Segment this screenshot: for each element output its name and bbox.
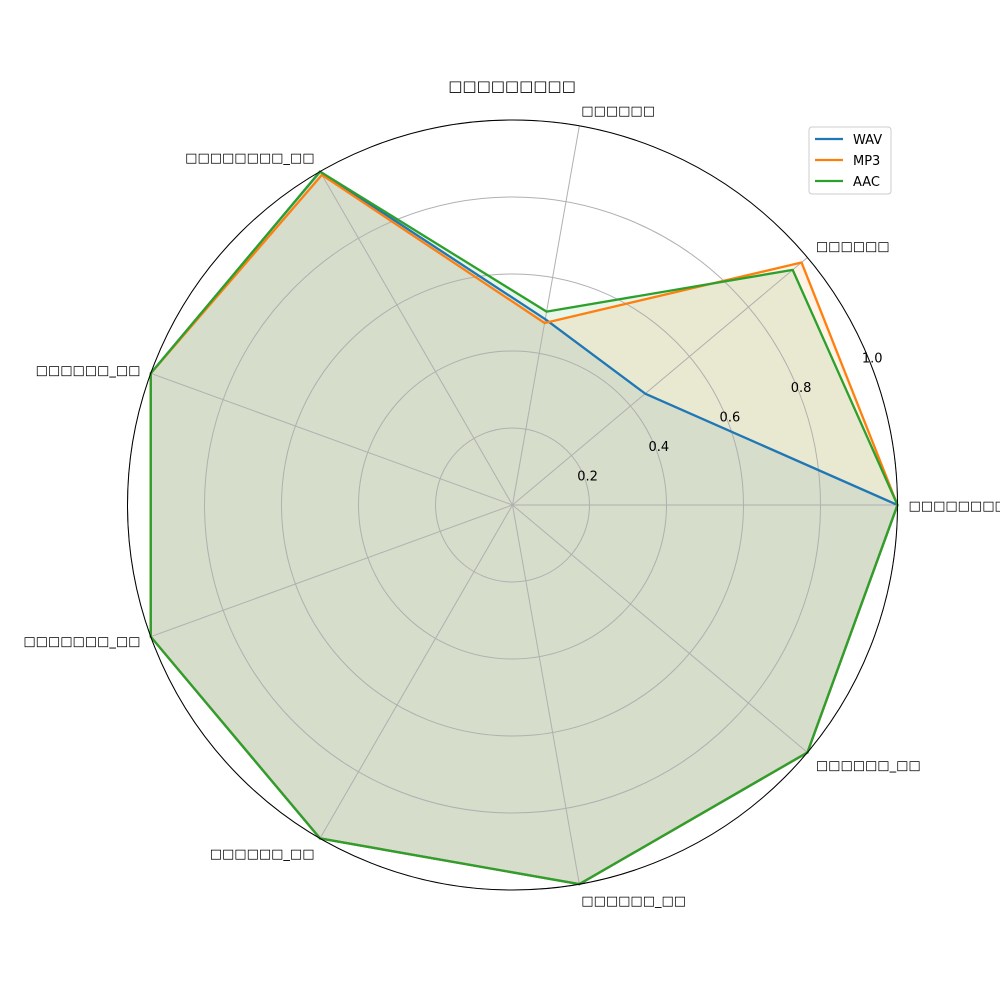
grid-spoke-7 bbox=[512, 504, 580, 885]
axis-label-4: □□□□□□_□□ bbox=[36, 364, 141, 379]
axis-label-7: □□□□□□_□□ bbox=[581, 894, 686, 909]
polar-grid bbox=[127, 119, 898, 891]
grid-spoke-5 bbox=[150, 504, 513, 638]
series-fills bbox=[150, 171, 898, 885]
axis-labels: □□□□□□□□□□□□□□□□□□□□□□□□□□□□_□□□□□□□□_□□… bbox=[23, 104, 1000, 909]
grid-spoke-2 bbox=[512, 125, 580, 506]
chart-title: □□□□□□□□□ bbox=[448, 77, 576, 95]
legend-box bbox=[808, 126, 892, 195]
axis-label-8: □□□□□□_□□ bbox=[816, 759, 921, 774]
series-lines bbox=[149, 170, 899, 886]
axis-label-1: □□□□□□ bbox=[816, 240, 890, 255]
series-fill-mp3 bbox=[150, 174, 898, 885]
grid-spoke-8 bbox=[512, 504, 808, 753]
grid-spoke-1 bbox=[512, 257, 808, 506]
legend-label-aac: AAC bbox=[853, 175, 880, 190]
legend: WAV MP3 AAC bbox=[808, 126, 892, 195]
grid-spoke-4 bbox=[150, 372, 513, 506]
axis-label-0: □□□□□□□□ bbox=[909, 499, 1000, 514]
radial-tick-labels: 0.2 0.4 0.6 0.8 1.0 bbox=[577, 352, 882, 485]
radial-tick-0: 0.2 bbox=[577, 470, 598, 485]
series-line-aac bbox=[149, 170, 899, 886]
outer-frame bbox=[127, 119, 898, 891]
radial-tick-1: 0.4 bbox=[648, 440, 669, 455]
radial-tick-2: 0.6 bbox=[720, 411, 741, 426]
grid-spoke-6 bbox=[319, 504, 513, 839]
axis-label-3: □□□□□□□□_□□ bbox=[185, 151, 314, 166]
axis-label-6: □□□□□□_□□ bbox=[210, 847, 315, 862]
series-fill-wav bbox=[150, 171, 898, 885]
series-fill-aac bbox=[150, 171, 898, 885]
grid-spoke-3 bbox=[319, 171, 513, 506]
legend-label-wav: WAV bbox=[853, 133, 882, 148]
radial-tick-4: 1.0 bbox=[862, 352, 883, 367]
axis-label-5: □□□□□□□_□□ bbox=[23, 634, 140, 649]
radial-tick-3: 0.8 bbox=[791, 381, 812, 396]
axis-label-2: □□□□□□ bbox=[581, 104, 655, 119]
legend-label-mp3: MP3 bbox=[853, 154, 880, 169]
